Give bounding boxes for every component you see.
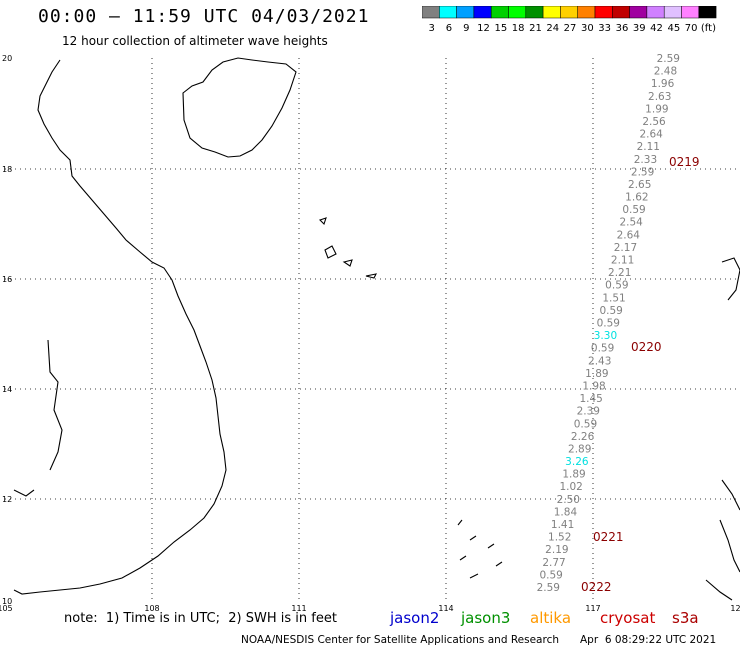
wave-height-value: 1.51 [602,292,625,304]
lon-label: 105 [0,604,13,613]
wave-height-value: 2.39 [577,406,600,418]
wave-height-value: 2.59 [657,53,680,65]
legend-label: 70 [685,23,698,34]
wave-height-value: 1.99 [645,103,668,115]
legend-label: 6 [446,23,452,34]
wave-height-value: 2.56 [642,116,666,128]
legend-label: 21 [529,23,542,34]
wave-height-value: 2.64 [617,229,641,241]
wave-height-value: 2.63 [648,91,671,103]
wave-height-value: 2.11 [637,141,660,153]
wave-height-value: 1.52 [548,532,571,544]
legend-label: 9 [463,23,469,34]
lon-label: 120 [730,604,740,613]
wave-height-value: 1.98 [582,380,605,392]
wave-height-value: 3.30 [594,330,617,342]
wave-height-value: 2.89 [568,443,591,455]
lat-label: 18 [2,165,12,174]
generated-datetime: Apr 6 08:29:22 UTC 2021 [580,634,717,646]
lon-label: 111 [291,604,306,613]
map-subtitle: 12 hour collection of altimeter wave hei… [62,34,328,48]
color-legend: 3 6 9 12 15 18 21 24 27 30 33 36 39 42 45 70 (ft) [422,6,717,34]
legend-label: 30 [581,23,594,34]
wave-height-value: 0.59 [599,305,622,317]
lat-lon-grid [5,58,738,601]
legend-label: 33 [598,23,611,34]
lat-label: 14 [2,385,12,394]
footnote: note: 1) Time is in UTC; 2) SWH is in fe… [64,611,337,626]
wave-height-value: 1.84 [554,506,578,518]
wave-height-value: 2.77 [542,557,565,569]
wave-height-value: 2.50 [557,494,580,506]
wave-height-value: 1.89 [562,469,585,481]
wave-height-value: 2.33 [634,154,657,166]
coastline [13,57,740,601]
legend-label: 18 [512,23,525,34]
wave-height-value: 2.43 [588,355,611,367]
wave-height-value: 0.59 [591,343,614,355]
wave-height-value: 1.02 [559,481,582,493]
legend-label: 15 [494,23,507,34]
legend-label: 27 [564,23,577,34]
wave-height-value: 2.21 [608,267,631,279]
wave-height-value: 1.45 [579,393,602,405]
pass-time-label: 0219 [669,155,700,169]
sat-altika: altika [530,609,572,627]
legend-label: 39 [633,23,646,34]
sat-jason2: jason2 [390,609,440,627]
wave-height-value: 1.89 [585,368,608,380]
sat-jason3: jason3 [461,609,511,627]
legend-swatch [698,6,717,19]
wave-height-value: 2.59 [631,166,654,178]
wave-height-value: 1.62 [625,192,648,204]
wave-height-value: 2.11 [611,255,634,267]
pass-time-label: 0220 [631,340,662,354]
lat-label: 10 [2,597,12,606]
wave-height-value: 2.64 [639,129,663,141]
wave-height-value: 2.48 [654,66,677,78]
lat-label: 16 [2,275,12,284]
wave-height-value: 2.17 [614,242,637,254]
lon-label: 114 [438,604,453,613]
wave-height-value: 2.59 [537,582,560,594]
wave-height-values: 2.592.481.962.631.992.562.642.112.332.59… [537,53,680,594]
legend-label: 12 [477,23,490,34]
legend-label: 42 [650,23,663,34]
legend-label: 3 [428,23,434,34]
lat-label: 12 [2,495,12,504]
lon-label: 117 [585,604,600,613]
legend-label: 36 [616,23,629,34]
map-title: 00:00 – 11:59 UTC 04/03/2021 [38,6,370,27]
legend-label: 45 [667,23,680,34]
wave-height-value: 2.54 [619,217,643,229]
legend-label: 24 [546,23,559,34]
wave-height-value: 2.65 [628,179,651,191]
wave-height-value: 0.59 [597,318,620,330]
wave-height-value: 2.26 [571,431,595,443]
pass-time-labels: 0219 0220 0221 0222 [581,155,700,594]
wave-height-value: 1.41 [551,519,574,531]
wave-height-value: 2.19 [545,544,568,556]
lon-label: 108 [144,604,159,613]
wave-height-value: 0.59 [574,418,597,430]
sat-cryosat: cryosat [600,609,656,627]
pass-time-label: 0221 [593,530,624,544]
wave-height-value: 0.59 [622,204,645,216]
wave-height-value: 1.96 [651,78,675,90]
pass-time-label: 0222 [581,580,612,594]
wave-height-value: 0.59 [605,280,628,292]
wave-height-value: 3.26 [565,456,589,468]
sat-s3a: s3a [672,609,699,627]
axis-labels: 20 18 16 14 12 10105 108 111 114 117 120 [0,54,740,613]
wave-height-value: 0.59 [539,569,562,581]
credit-line: NOAA/NESDIS Center for Satellite Applica… [241,634,559,646]
lat-label: 20 [2,54,12,63]
legend-label: (ft) [701,23,716,34]
